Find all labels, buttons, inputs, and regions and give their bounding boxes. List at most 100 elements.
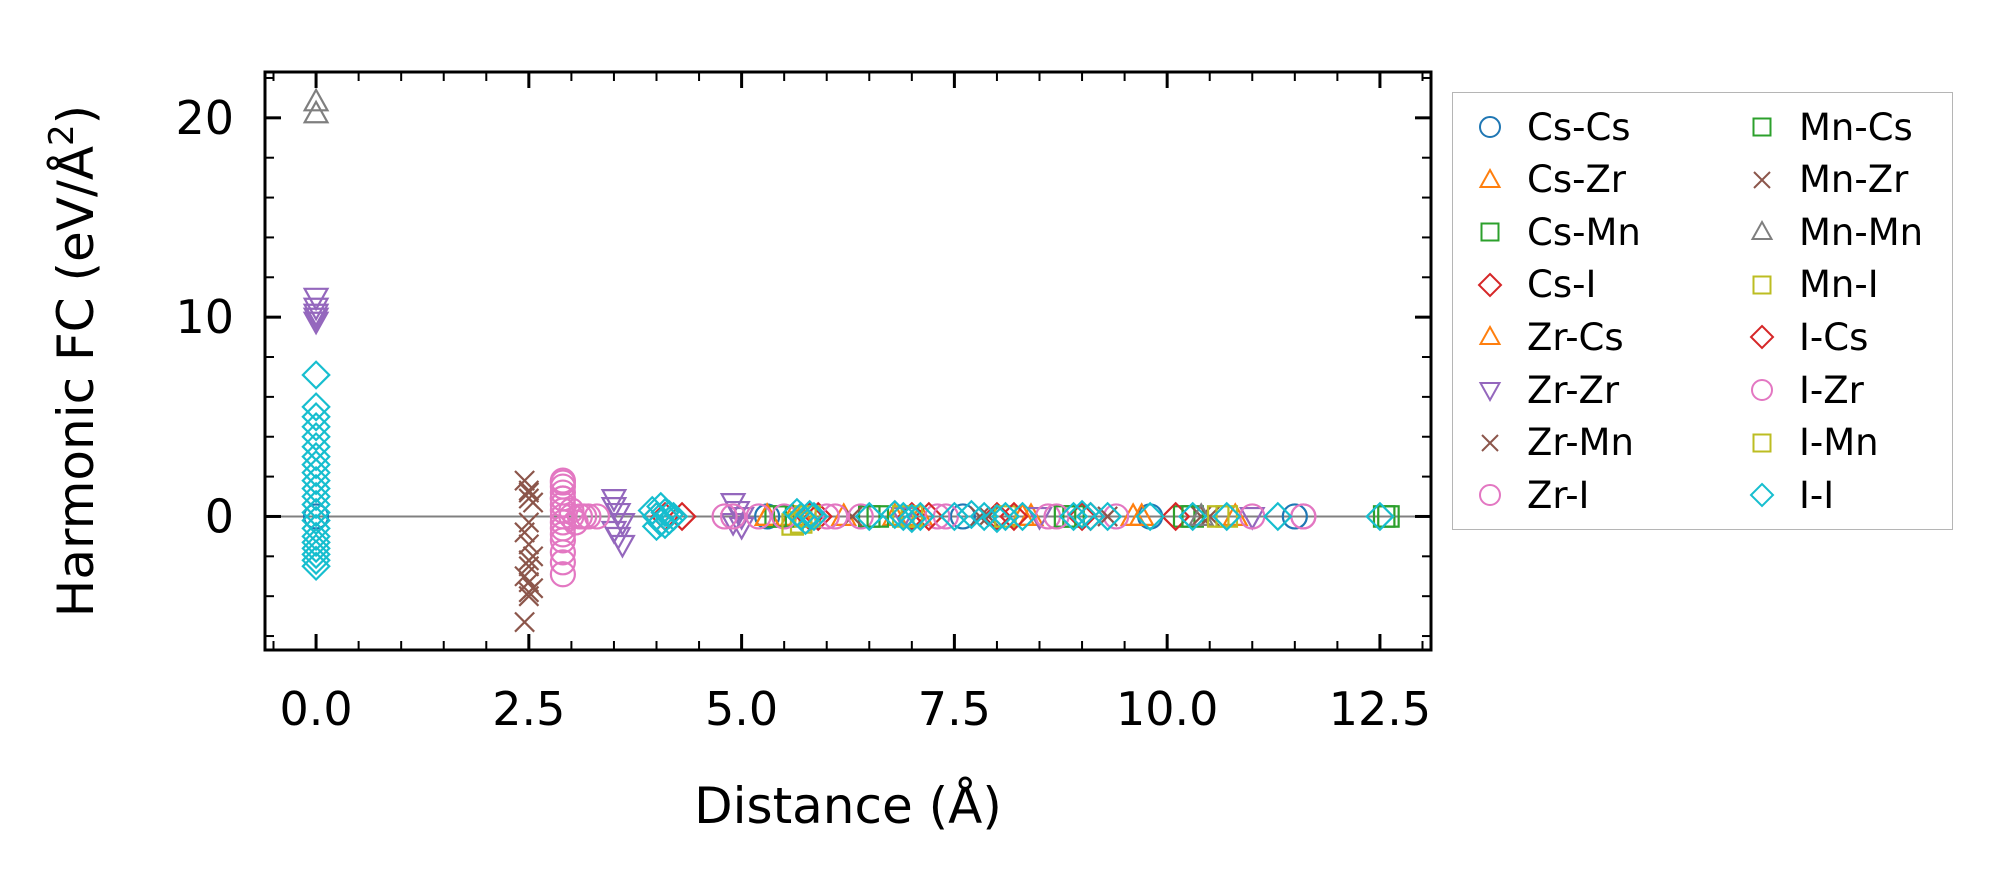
- data-point: [302, 87, 330, 112]
- legend-entry: Cs-I: [1475, 259, 1596, 311]
- data-point: [1053, 505, 1077, 528]
- data-point: [514, 565, 535, 587]
- data-point: [302, 99, 330, 124]
- data-point: [822, 503, 849, 530]
- data-point: [301, 497, 331, 528]
- data-point: [562, 509, 589, 536]
- data-point: [301, 431, 331, 462]
- data-point: [301, 392, 331, 422]
- legend-marker-icon: [1750, 220, 1774, 241]
- legend-marker-shape: [1752, 275, 1772, 295]
- legend-entry: I-Zr: [1747, 364, 1864, 416]
- y-axis-label: Harmonic FC (eV/Å2): [42, 105, 105, 617]
- legend-marker-icon: [1478, 382, 1502, 403]
- legend-label: Cs-I: [1527, 263, 1597, 307]
- legend-marker-icon: [1749, 482, 1775, 508]
- legend-entry: Zr-Mn: [1475, 417, 1634, 469]
- legend-label: Cs-Zr: [1527, 158, 1627, 202]
- data-point: [514, 611, 535, 633]
- chart-tick-labels-layer: 0.0 2.5 5.0 7.5 10.0 12.5 0 10 20: [175, 91, 1431, 736]
- legend-marker-shape: [1752, 433, 1772, 453]
- data-point: [549, 539, 576, 566]
- legend-marker-icon: [1479, 116, 1501, 138]
- data-point: [301, 473, 331, 504]
- legend-label: Mn-Cs: [1799, 105, 1913, 149]
- data-point: [549, 549, 576, 576]
- legend-marker-icon: [1752, 117, 1772, 137]
- data-point: [854, 501, 885, 532]
- x-tick-label: 7.5: [918, 682, 991, 736]
- data-point: [1067, 501, 1097, 532]
- legend-label: Cs-Mn: [1527, 210, 1641, 254]
- data-point: [1007, 501, 1038, 532]
- x-tick-label: 0.0: [279, 682, 352, 736]
- series-zr-mn: [514, 470, 1212, 633]
- data-point: [301, 449, 331, 480]
- legend-marker-shape: [1478, 382, 1502, 403]
- data-point: [1215, 505, 1239, 528]
- data-point: [654, 499, 685, 530]
- legend-marker-shape: [1753, 170, 1771, 189]
- data-point: [301, 481, 331, 512]
- data-point: [1211, 501, 1242, 532]
- data-point: [1238, 506, 1266, 531]
- series-i-i: [301, 360, 1395, 582]
- data-point: [301, 441, 331, 472]
- legend-entry: Zr-Cs: [1475, 311, 1624, 363]
- chart-ticks-layer: [265, 72, 1431, 650]
- y-tick-label: 10: [175, 290, 234, 344]
- legend-marker-icon: [1752, 433, 1772, 453]
- data-point: [1177, 501, 1208, 532]
- legend-marker-icon: [1751, 379, 1773, 401]
- data-point: [799, 501, 829, 532]
- legend-marker-icon: [1752, 275, 1772, 295]
- legend-marker-shape: [1749, 324, 1775, 350]
- data-point: [301, 360, 331, 390]
- data-point: [571, 503, 598, 530]
- legend-marker-icon: [1749, 324, 1775, 350]
- data-point: [301, 489, 331, 520]
- legend-entry: Mn-Zr: [1747, 154, 1908, 206]
- legend-marker-shape: [1749, 482, 1775, 508]
- data-point: [994, 505, 1017, 528]
- legend-marker-icon: [1480, 222, 1500, 242]
- data-point: [301, 402, 331, 432]
- data-point: [641, 511, 672, 542]
- legend-marker-shape: [1478, 167, 1502, 188]
- x-axis-label: Distance (Å): [694, 777, 1002, 835]
- data-point: [794, 499, 825, 530]
- legend-marker-shape: [1480, 222, 1500, 242]
- data-point: [1181, 505, 1204, 528]
- data-point: [847, 503, 874, 530]
- legend-marker-icon: [1478, 167, 1502, 188]
- x-tick-label: 5.0: [705, 682, 778, 736]
- data-point: [609, 534, 636, 559]
- data-point: [301, 521, 331, 552]
- y-tick-label: 0: [205, 489, 234, 543]
- data-point: [301, 539, 331, 570]
- legend-entry: Zr-I: [1475, 469, 1589, 521]
- legend-entry: Cs-Cs: [1475, 101, 1631, 153]
- legend-entry: I-Mn: [1747, 417, 1879, 469]
- x-tick-label: 10.0: [1116, 682, 1218, 736]
- data-point: [558, 497, 585, 524]
- legend-marker-icon: [1481, 433, 1499, 452]
- data-point: [880, 499, 910, 530]
- data-point: [650, 509, 680, 540]
- legend-label: Zr-I: [1527, 473, 1590, 517]
- data-point: [1263, 501, 1293, 532]
- data-point: [600, 489, 628, 513]
- data-point: [301, 551, 331, 582]
- data-point: [1135, 501, 1165, 532]
- legend-label: Zr-Mn: [1527, 421, 1634, 465]
- data-point: [1128, 502, 1155, 526]
- x-tick-label: 2.5: [492, 682, 565, 736]
- data-point: [518, 549, 540, 571]
- data-point: [949, 503, 976, 530]
- legend-entry: Cs-Zr: [1475, 154, 1626, 206]
- data-point: [1067, 499, 1097, 530]
- data-point: [969, 501, 999, 532]
- legend-marker-shape: [1479, 116, 1501, 138]
- data-point: [609, 512, 636, 537]
